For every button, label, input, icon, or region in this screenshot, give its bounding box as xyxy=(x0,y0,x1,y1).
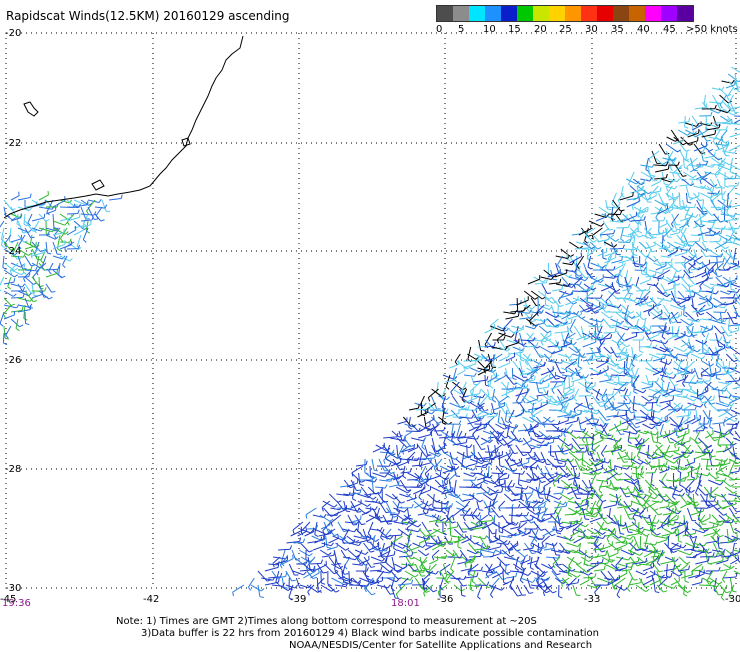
lon-label-3: -36 xyxy=(437,594,453,605)
wind-barbs xyxy=(0,67,740,600)
lon-label-2: -39 xyxy=(290,594,306,605)
lat-label-1: -22 xyxy=(5,138,21,149)
lat-label-4: -28 xyxy=(5,464,21,475)
lon-label-1: -42 xyxy=(143,594,159,605)
note-line-2: 3)Data buffer is 22 hrs from 20160129 4)… xyxy=(141,628,599,640)
coastline xyxy=(4,36,243,218)
note-line-3: NOAA/NESDIS/Center for Satellite Applica… xyxy=(289,640,592,652)
time-label-center: 18:01 xyxy=(391,598,420,609)
lat-label-2: -24 xyxy=(5,246,21,257)
lat-label-0: -20 xyxy=(5,28,21,39)
time-label-left: 19:36 xyxy=(2,598,31,609)
lon-label-4: -33 xyxy=(584,594,600,605)
lat-label-5: -30 xyxy=(5,583,21,594)
longitude-labels: -45-42-39-36-33-30 xyxy=(0,594,740,605)
coastline-islands xyxy=(24,102,190,190)
note-line-1: Note: 1) Times are GMT 2)Times along bot… xyxy=(116,616,537,628)
lon-label-5: -30 xyxy=(725,594,740,605)
wind-map: -20-22-24-26-28-30 -45-42-39-36-33-30 xyxy=(0,0,740,612)
lat-label-3: -26 xyxy=(5,355,21,366)
